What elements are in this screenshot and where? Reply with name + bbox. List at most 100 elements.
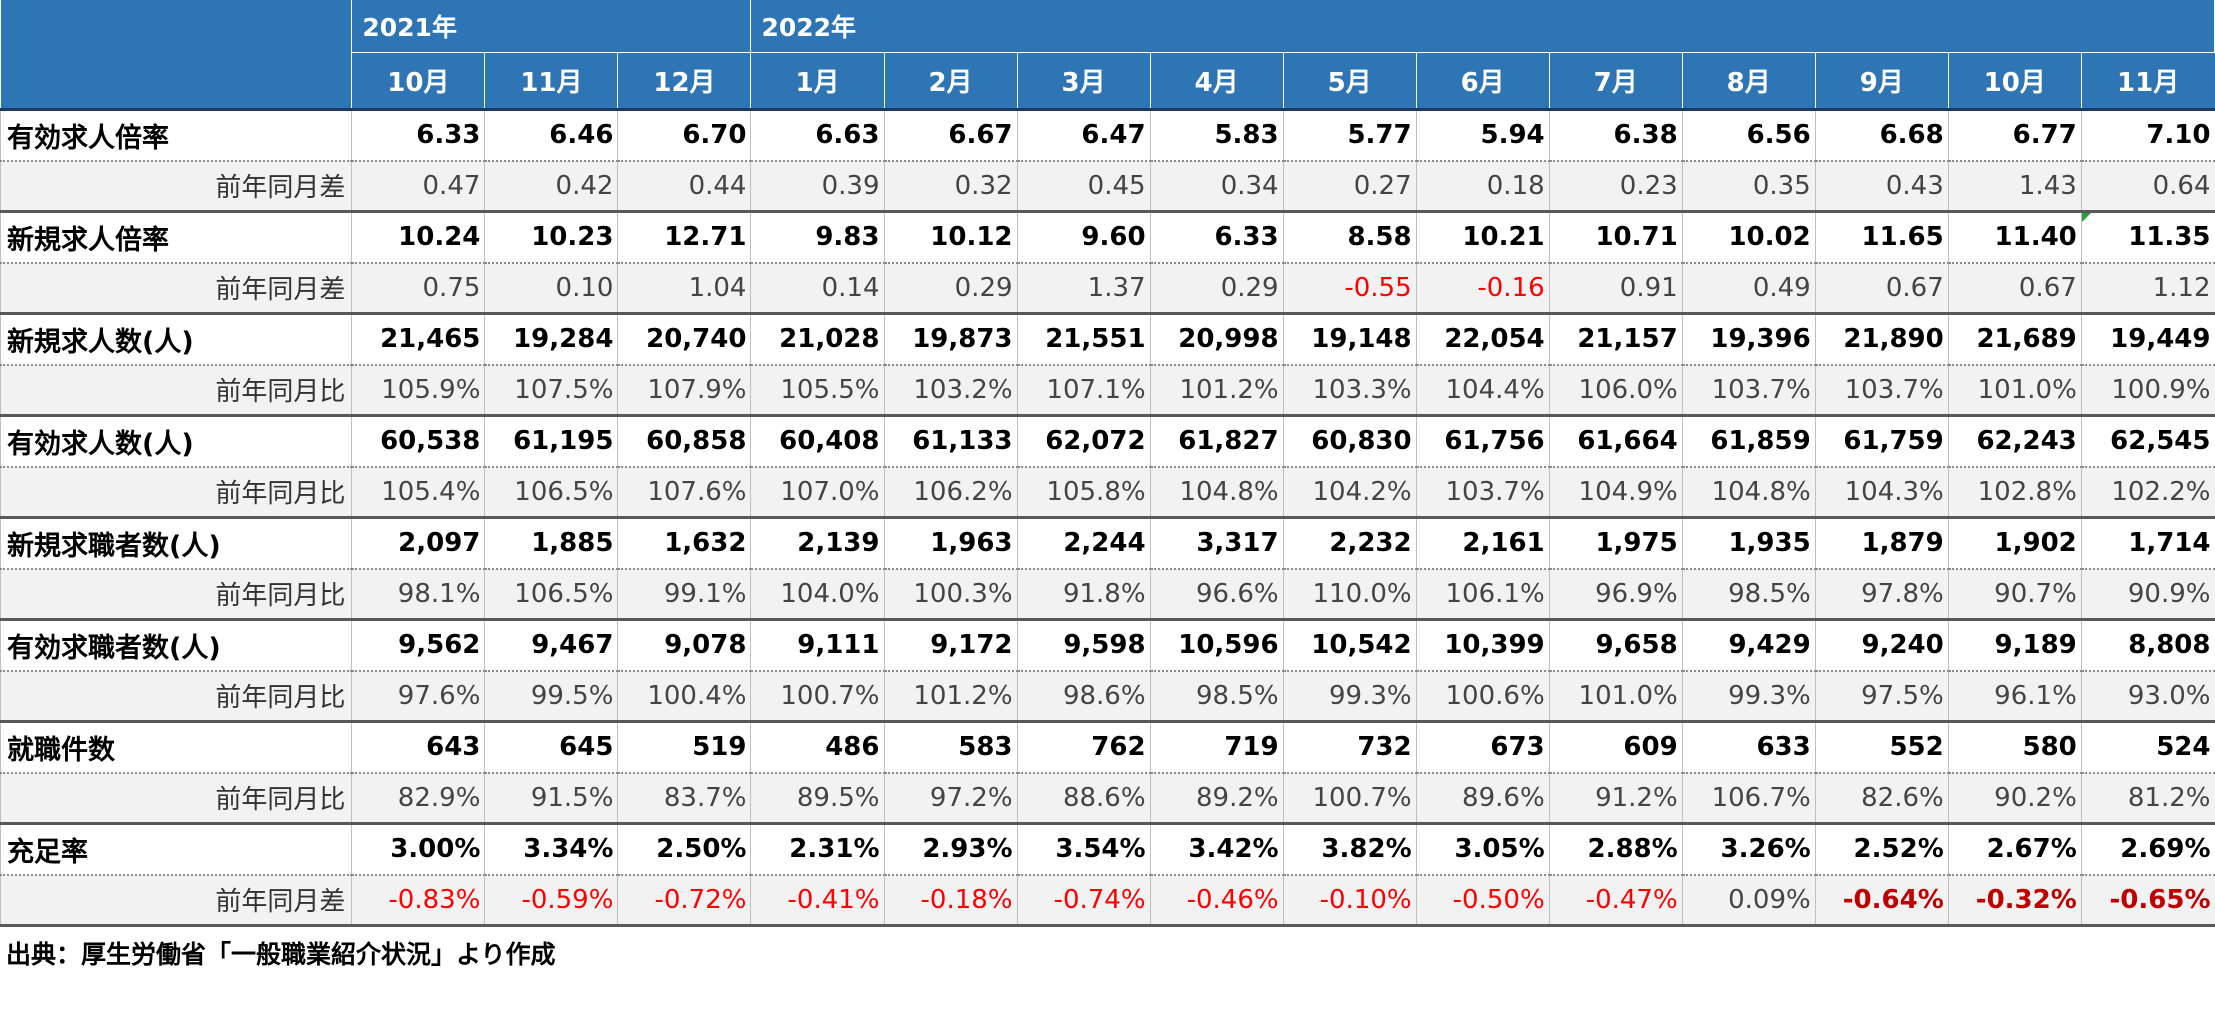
value-cell: 524: [2080, 721, 2215, 774]
change-cell: 97.2%: [883, 772, 1018, 825]
change-cell: 90.7%: [1947, 568, 2082, 621]
value-cell: 62,243: [1947, 415, 2082, 468]
value-cell: 21,465: [351, 313, 485, 366]
change-cell: -0.47%: [1548, 874, 1683, 927]
month-header: 11月: [2080, 52, 2215, 110]
value-cell: 3.54%: [1016, 823, 1151, 876]
change-cell: 82.9%: [351, 772, 485, 825]
value-cell: 9,467: [484, 619, 618, 672]
value-cell: 3.00%: [351, 823, 485, 876]
change-cell: 98.5%: [1149, 670, 1284, 723]
value-cell: 2.69%: [2080, 823, 2215, 876]
year-header-row: 2021年 2022年: [0, 0, 2215, 110]
value-cell: 9,562: [351, 619, 485, 672]
change-cell: 0.67: [1814, 262, 1949, 315]
value-cell: 2.88%: [1548, 823, 1683, 876]
value-cell: 7.10: [2080, 109, 2215, 162]
value-cell: 3,317: [1149, 517, 1284, 570]
change-cell: 82.6%: [1814, 772, 1949, 825]
change-cell: 0.29: [1149, 262, 1284, 315]
value-cell: 1,885: [484, 517, 618, 570]
value-cell: 21,028: [750, 313, 884, 366]
change-cell: 0.67: [1947, 262, 2082, 315]
change-cell: 100.6%: [1415, 670, 1550, 723]
sub-row-label: 前年同月差: [0, 160, 352, 213]
value-cell: 8.58: [1282, 211, 1417, 264]
value-cell: 6.63: [750, 109, 884, 162]
change-cell: 102.2%: [2080, 466, 2215, 519]
month-header: 3月: [1016, 52, 1151, 110]
value-cell: 762: [1016, 721, 1151, 774]
value-cell: 9,658: [1548, 619, 1683, 672]
value-cell: 19,284: [484, 313, 618, 366]
value-cell: 62,072: [1016, 415, 1151, 468]
sub-row: 前年同月比 105.4% 106.5% 107.6% 107.0% 106.2% 105.8…: [0, 466, 2215, 519]
value-cell: 3.26%: [1681, 823, 1816, 876]
table-row: 有効求職者数(人) 9,562 9,467 9,078 9,111 9,172 9,598 1…: [0, 619, 2215, 672]
value-cell: 519: [617, 721, 751, 774]
change-cell: -0.32%: [1947, 874, 2082, 927]
value-cell: 645: [484, 721, 618, 774]
value-cell: 22,054: [1415, 313, 1550, 366]
value-cell: 2,232: [1282, 517, 1417, 570]
change-cell: 107.5%: [484, 364, 618, 417]
change-cell: 105.9%: [351, 364, 485, 417]
change-cell: 99.3%: [1282, 670, 1417, 723]
change-cell: 99.3%: [1681, 670, 1816, 723]
value-cell: 10.23: [484, 211, 618, 264]
value-cell: 6.68: [1814, 109, 1949, 162]
month-header: 10月: [1947, 52, 2082, 110]
value-cell: 3.82%: [1282, 823, 1417, 876]
value-cell: 6.38: [1548, 109, 1683, 162]
value-cell: 6.56: [1681, 109, 1816, 162]
value-cell: 552: [1814, 721, 1949, 774]
value-cell: 2.67%: [1947, 823, 2082, 876]
value-cell: 2,161: [1415, 517, 1550, 570]
month-header: 10月: [351, 52, 485, 110]
value-cell: 11.40: [1947, 211, 2082, 264]
table-row: 新規求人数(人) 21,465 19,284 20,740 21,028 19,873 21…: [0, 313, 2215, 366]
value-cell: 61,664: [1548, 415, 1683, 468]
change-cell: 0.14: [750, 262, 884, 315]
value-cell: 2.52%: [1814, 823, 1949, 876]
change-cell: 98.6%: [1016, 670, 1151, 723]
change-cell: 98.5%: [1681, 568, 1816, 621]
value-cell: 6.70: [617, 109, 751, 162]
change-cell: 0.34: [1149, 160, 1284, 213]
value-cell: 732: [1282, 721, 1417, 774]
sub-row-label: 前年同月比: [0, 568, 352, 621]
change-cell: 105.8%: [1016, 466, 1151, 519]
statistics-table: 2021年 2022年 10月 11月 12月 1月 2月 3月 4月 5月 6…: [0, 0, 2215, 927]
value-cell: 2,139: [750, 517, 884, 570]
value-cell: 486: [750, 721, 884, 774]
change-cell: 0.23: [1548, 160, 1683, 213]
change-cell: 0.49: [1681, 262, 1816, 315]
change-cell: 0.27: [1282, 160, 1417, 213]
sub-row: 前年同月差 -0.83% -0.59% -0.72% -0.41% -0.18% -0.74…: [0, 874, 2215, 927]
change-cell: -0.65%: [2080, 874, 2215, 927]
change-cell: 1.37: [1016, 262, 1151, 315]
month-header: 4月: [1149, 52, 1284, 110]
sub-row-label: 前年同月比: [0, 466, 352, 519]
value-cell: 19,148: [1282, 313, 1417, 366]
value-cell: 10.21: [1415, 211, 1550, 264]
change-cell: 101.2%: [883, 670, 1018, 723]
row-label: 有効求人数(人): [0, 415, 352, 468]
table-row: 充足率 3.00% 3.34% 2.50% 2.31% 2.93% 3.54% 3.42% 3.…: [0, 823, 2215, 876]
change-cell: 107.1%: [1016, 364, 1151, 417]
change-cell: 88.6%: [1016, 772, 1151, 825]
change-cell: -0.64%: [1814, 874, 1949, 927]
value-cell: 11.65: [1814, 211, 1949, 264]
value-cell: 9,598: [1016, 619, 1151, 672]
change-cell: 104.8%: [1681, 466, 1816, 519]
sub-row: 前年同月比 97.6% 99.5% 100.4% 100.7% 101.2% 98.6% 98…: [0, 670, 2215, 723]
value-cell: 6.77: [1947, 109, 2082, 162]
change-cell: 103.2%: [883, 364, 1018, 417]
month-header: 11月: [484, 52, 618, 110]
sub-row-label: 前年同月比: [0, 364, 352, 417]
value-cell: 8,808: [2080, 619, 2215, 672]
sub-row-label: 前年同月差: [0, 874, 352, 927]
change-cell: 106.5%: [484, 466, 618, 519]
change-cell: 90.2%: [1947, 772, 2082, 825]
value-cell: 6.46: [484, 109, 618, 162]
